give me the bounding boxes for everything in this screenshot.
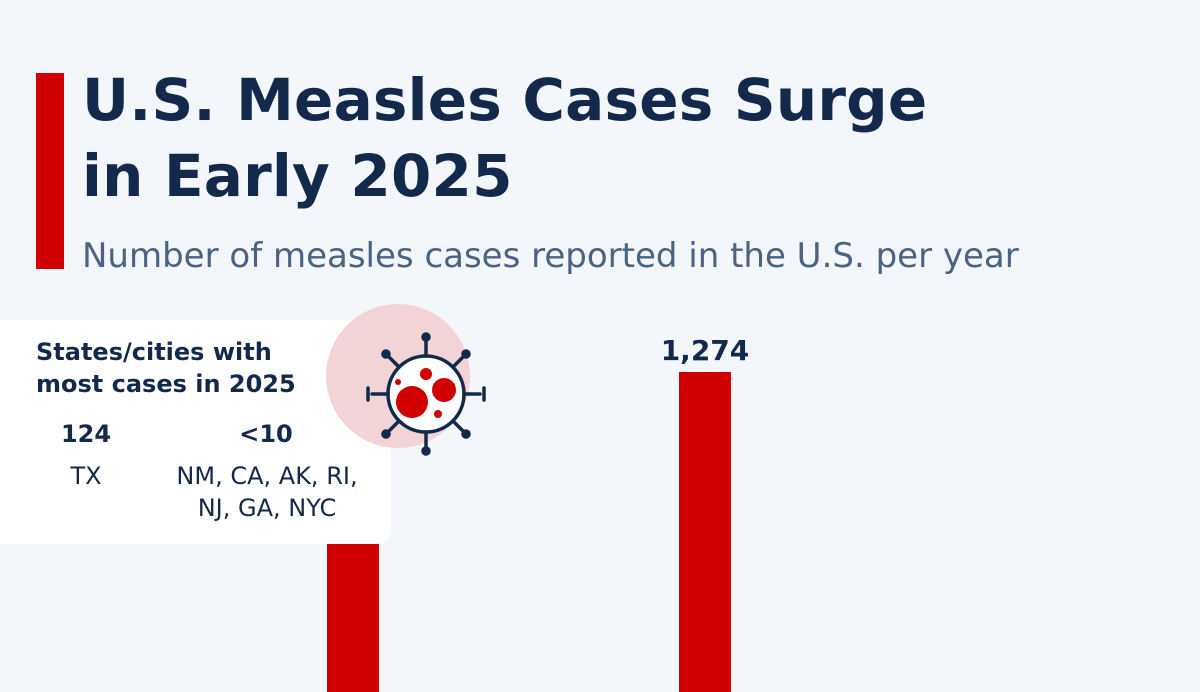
bar-value-label-1: 1,274 [661, 334, 750, 367]
card-heading-line-1: States/cities with [36, 338, 272, 366]
stat-label-others-line-1: NM, CA, AK, RI, [176, 462, 358, 490]
card-heading: States/cities with most cases in 2025 [36, 336, 296, 400]
card-heading-line-2: most cases in 2025 [36, 370, 296, 398]
stat-value-tx: 124 [60, 420, 112, 448]
stat-label-others: NM, CA, AK, RI, NJ, GA, NYC [150, 460, 384, 524]
bar-0 [327, 524, 379, 692]
stat-label-others-line-2: NJ, GA, NYC [197, 494, 337, 522]
bar-1 [679, 372, 731, 692]
virus-icon [366, 332, 486, 456]
title-accent-bar [36, 73, 64, 269]
page-title: U.S. Measles Cases Surge in Early 2025 [82, 62, 927, 214]
stat-label-tx: TX [70, 462, 102, 490]
title-line-2: in Early 2025 [82, 142, 513, 210]
chart-subtitle: Number of measles cases reported in the … [82, 236, 1019, 276]
top-locations-card [0, 320, 391, 544]
stat-value-others: <10 [239, 420, 293, 448]
title-line-1: U.S. Measles Cases Surge [82, 66, 928, 134]
